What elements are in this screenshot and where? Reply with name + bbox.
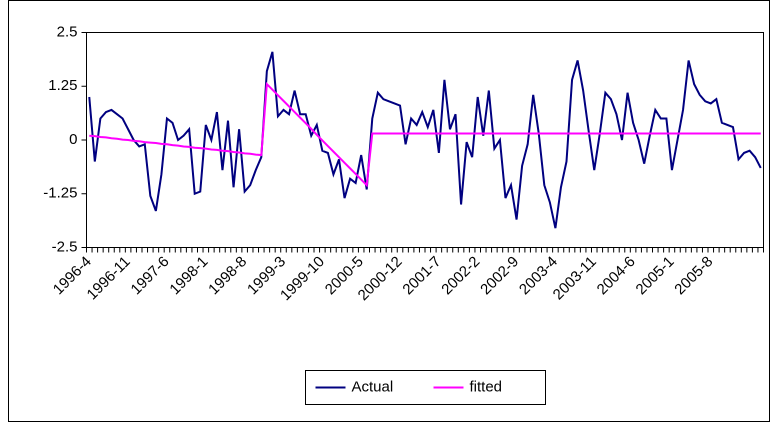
legend-box: [305, 370, 546, 405]
y-tick-label: 2.5: [57, 23, 78, 40]
y-tick-label: -1.25: [43, 185, 77, 202]
y-tick-label: 0: [69, 131, 77, 148]
y-tick-label: 1.25: [48, 77, 77, 94]
y-tick-label: -2.5: [52, 238, 78, 255]
legend-label: Actual: [352, 378, 394, 395]
chart-frame: [8, 0, 770, 422]
series-line: [88, 51, 762, 229]
legend-label: fitted: [470, 378, 503, 395]
series-line: [89, 81, 761, 188]
